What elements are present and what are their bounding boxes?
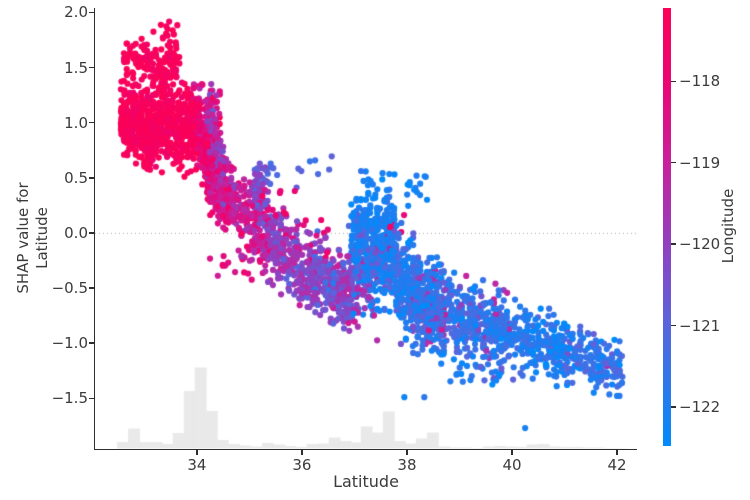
colorbar-tick-−120-mark [671, 243, 676, 245]
y-tick-2.0-label: 2.0 [64, 3, 88, 22]
y-tick-−0.5-label: −0.5 [51, 279, 88, 298]
y-tick-−1.5-mark [88, 397, 94, 400]
colorbar-label: Longitude [719, 188, 737, 264]
x-tick-38-mark [406, 450, 408, 455]
y-tick-0.0-mark [88, 232, 94, 234]
colorbar-tick-−119-label: −119 [679, 153, 721, 172]
y-axis-label: SHAP value for Latitude [14, 182, 51, 294]
x-tick-40-label: 40 [502, 456, 522, 474]
x-tick-36-mark [301, 450, 303, 455]
y-tick-−1.5-label: −1.5 [51, 389, 88, 408]
y-tick-2.0-mark [88, 11, 94, 14]
y-tick-1.5-mark [88, 66, 94, 69]
y-tick-−1.0-label: −1.0 [51, 334, 88, 353]
x-axis-spine [93, 448, 637, 450]
x-axis-label: Latitude [333, 472, 399, 491]
y-tick-0.5-mark [88, 177, 94, 179]
colorbar-tick-−118-label: −118 [679, 72, 721, 91]
x-tick-34-label: 34 [187, 456, 207, 474]
colorbar-tick-−122-mark [671, 406, 676, 408]
x-tick-38-label: 38 [397, 456, 417, 474]
colorbar-tick-−121-label: −121 [679, 316, 721, 335]
x-tick-42-label: 42 [607, 456, 627, 474]
y-tick-1.5-label: 1.5 [64, 58, 88, 77]
x-tick-40-mark [511, 450, 513, 455]
x-tick-34-mark [196, 450, 198, 455]
x-tick-36-label: 36 [292, 456, 312, 474]
colorbar-tick-−119-mark [671, 161, 676, 164]
colorbar-gradient [663, 8, 671, 446]
x-tick-42-mark [616, 450, 618, 455]
colorbar-tick-−122-label: −122 [679, 397, 721, 416]
y-tick-0.5-label: 0.5 [64, 168, 88, 187]
colorbar-tick-−118-mark [671, 80, 676, 83]
y-axis-spine [93, 8, 95, 450]
colorbar-tick-−120-label: −120 [679, 235, 721, 254]
y-tick-1.0-label: 1.0 [64, 113, 88, 132]
y-tick-−1.0-mark [88, 342, 94, 344]
y-tick-−0.5-mark [88, 287, 94, 289]
colorbar-tick-−121-mark [671, 324, 676, 327]
y-tick-0.0-label: 0.0 [64, 223, 88, 242]
y-tick-1.0-mark [88, 121, 94, 124]
